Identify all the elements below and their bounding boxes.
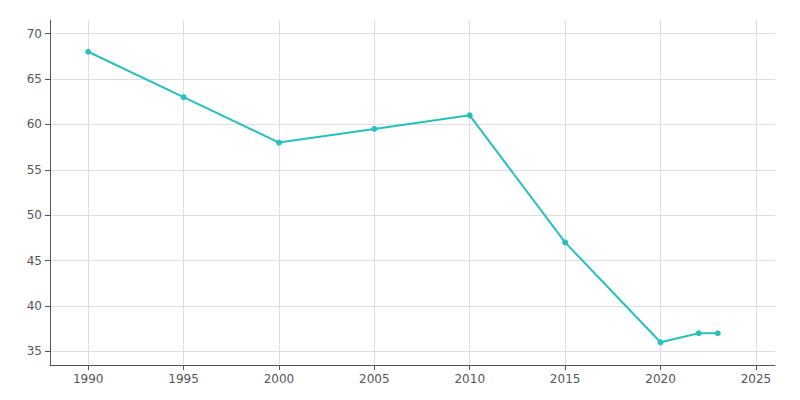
svg-text:1990: 1990 bbox=[73, 372, 104, 386]
svg-text:2005: 2005 bbox=[359, 372, 390, 386]
svg-text:50: 50 bbox=[27, 208, 42, 222]
svg-text:2025: 2025 bbox=[741, 372, 772, 386]
svg-text:2020: 2020 bbox=[645, 372, 676, 386]
svg-text:2010: 2010 bbox=[454, 372, 485, 386]
svg-text:40: 40 bbox=[27, 299, 42, 313]
svg-text:1995: 1995 bbox=[168, 372, 199, 386]
svg-text:2000: 2000 bbox=[264, 372, 295, 386]
svg-text:65: 65 bbox=[27, 72, 42, 86]
svg-text:35: 35 bbox=[27, 344, 42, 358]
svg-text:2015: 2015 bbox=[550, 372, 581, 386]
svg-text:55: 55 bbox=[27, 163, 42, 177]
svg-text:45: 45 bbox=[27, 254, 42, 268]
svg-text:70: 70 bbox=[27, 27, 42, 41]
svg-text:60: 60 bbox=[27, 117, 42, 131]
